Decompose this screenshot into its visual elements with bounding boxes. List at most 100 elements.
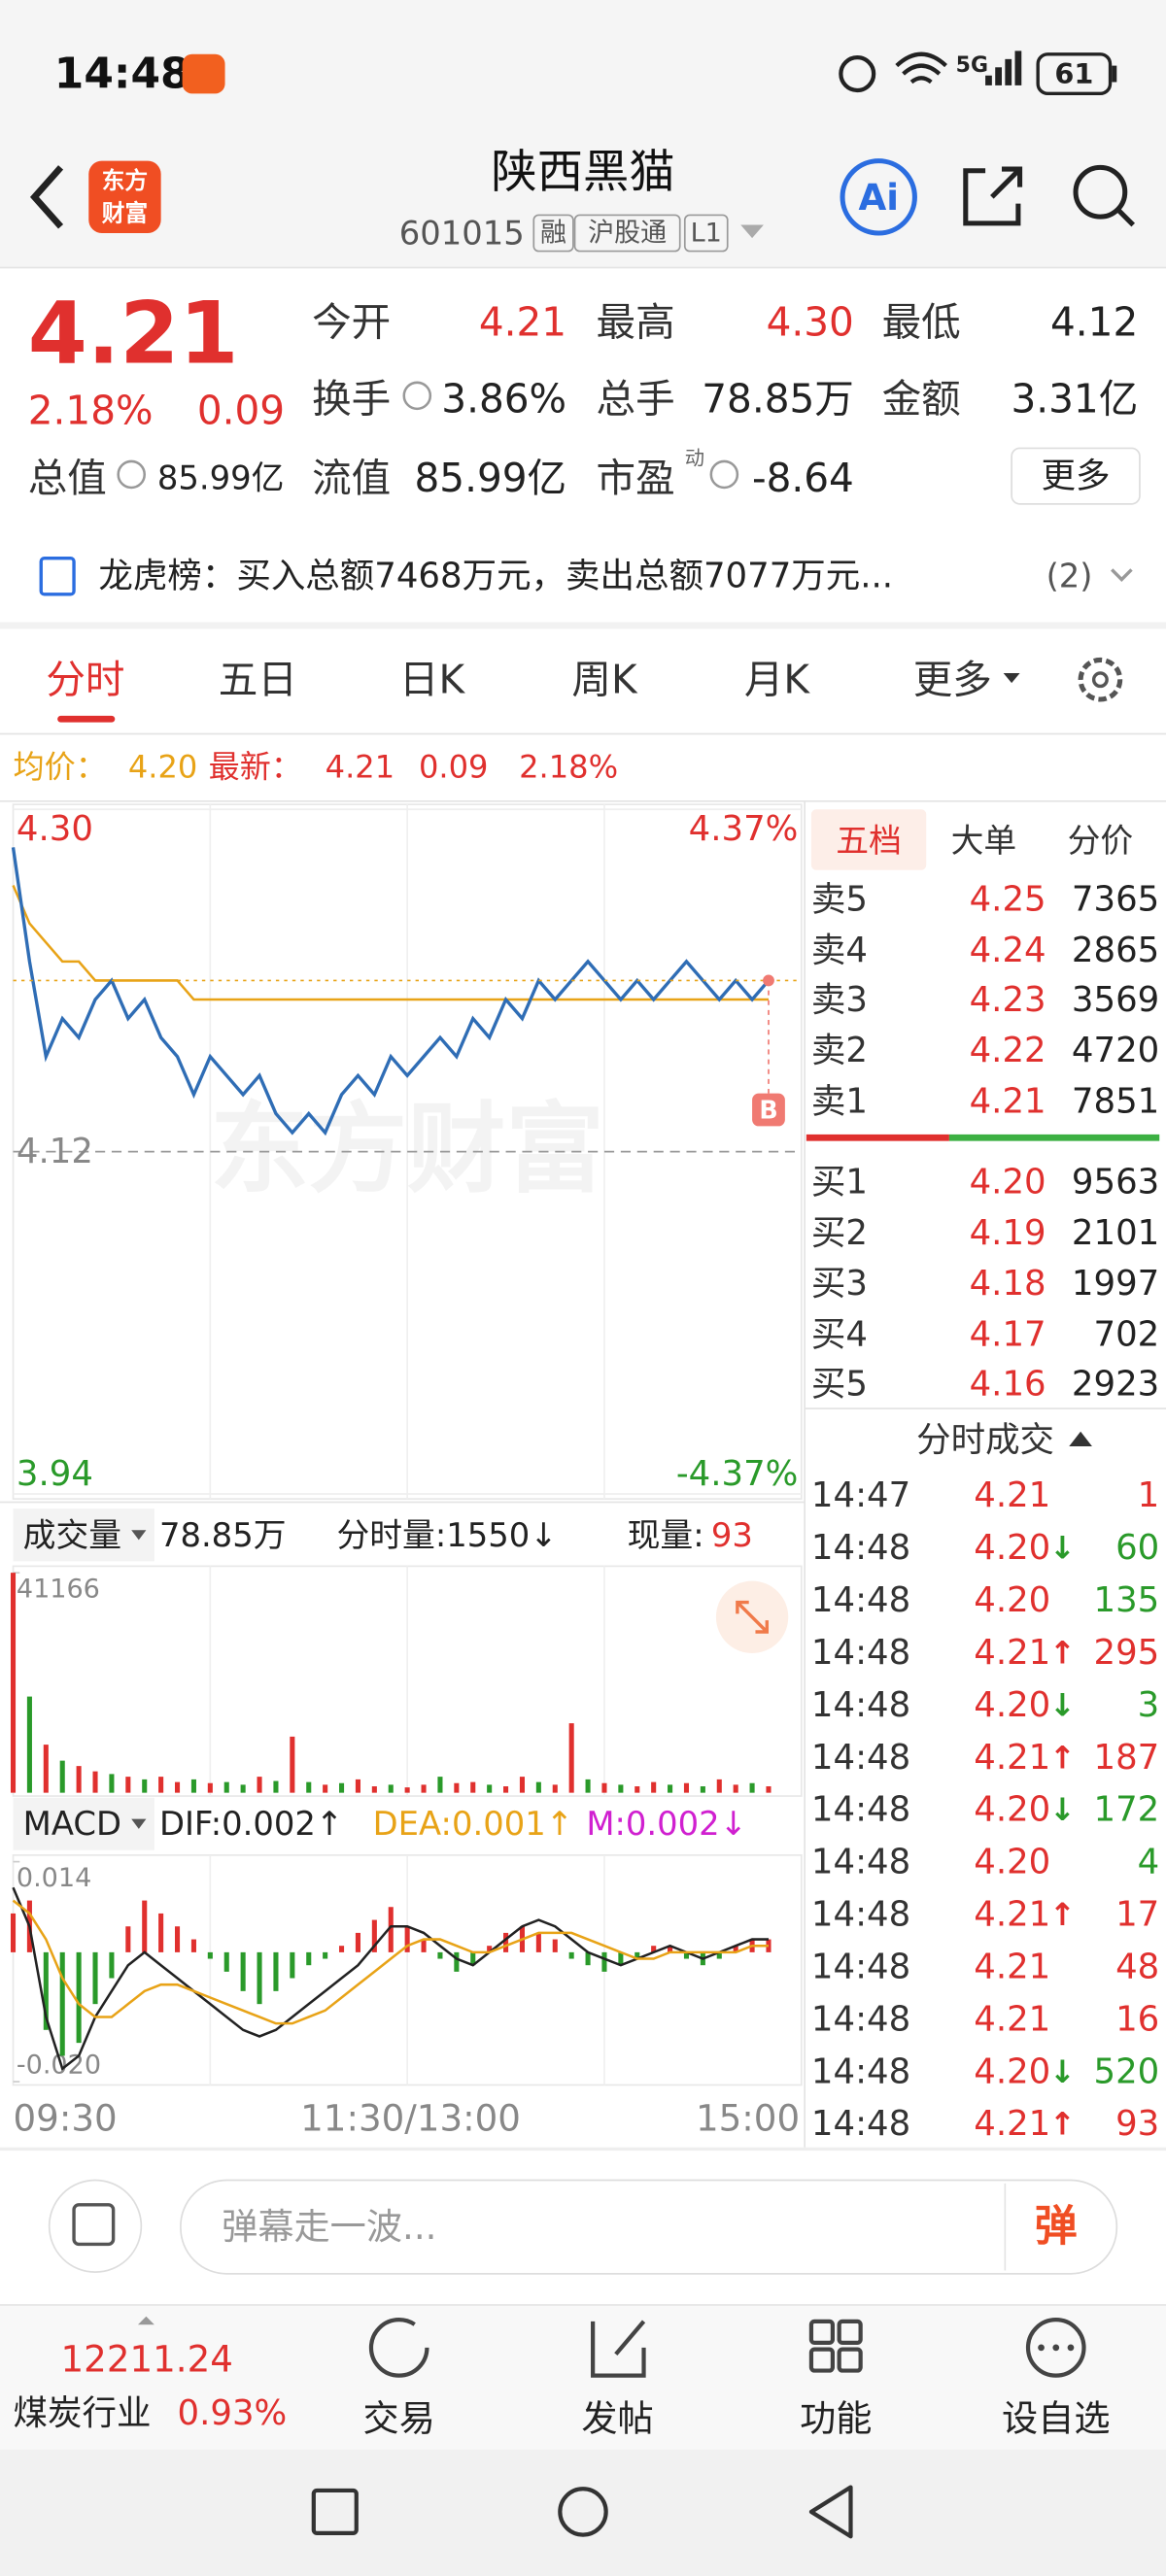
trade-price: 4.21 [974, 1475, 1050, 1515]
macd-bar [421, 1939, 427, 1952]
volume-selector[interactable] [13, 1508, 154, 1562]
search-button[interactable] [1073, 164, 1128, 220]
order-price: 4.22 [970, 1031, 1046, 1070]
avg-value: 4.20 [128, 748, 198, 785]
index-arrow [137, 2316, 154, 2325]
trade-price: 4.21 [974, 1633, 1050, 1673]
macd-bar [273, 1951, 279, 1991]
volume-bar [26, 1696, 32, 1793]
change-percent: 2.18% [28, 388, 154, 434]
macd-bar [733, 1946, 738, 1952]
nav-item[interactable]: 发帖 [581, 2397, 653, 2440]
volume-bar [257, 1777, 262, 1793]
ai-button[interactable] [840, 158, 917, 236]
dif-label: DIF:0.002↑ [159, 1805, 343, 1843]
macd-label: MACD [23, 1805, 121, 1843]
marker-dot [763, 974, 774, 987]
comment-input[interactable] [180, 2179, 1118, 2275]
active-tab-bg [810, 809, 927, 870]
trade-direction: ↓ [1049, 1686, 1076, 1723]
period-tab[interactable]: 五日 [219, 657, 297, 703]
macd-bar [190, 1939, 196, 1952]
order-price: 4.16 [970, 1364, 1046, 1404]
volume-bar [683, 1782, 690, 1793]
field-label: 流值 [312, 455, 391, 501]
volume-bar [76, 1766, 82, 1793]
nav-item[interactable]: 设自选 [1002, 2397, 1111, 2440]
macd-bar [355, 1932, 360, 1952]
volume-bar [716, 1779, 722, 1793]
trade-volume: 93 [1115, 2104, 1159, 2144]
volume-bar [404, 1787, 410, 1793]
period-tab[interactable]: 分时 [46, 657, 124, 703]
stock-tag: 融 [540, 219, 566, 249]
volume-bar [109, 1774, 115, 1793]
avg-price-line [12, 885, 769, 1001]
macd-bar [43, 1951, 49, 2030]
period-tab[interactable]: 日K [399, 657, 466, 703]
nav-item[interactable]: 功能 [800, 2397, 872, 2440]
settings-button[interactable] [1078, 657, 1123, 702]
comment-toggle[interactable] [48, 2179, 143, 2274]
volume-bar [618, 1784, 624, 1793]
field-label: 最低 [882, 298, 961, 345]
index-value[interactable]: 12211.24 [61, 2338, 233, 2381]
latest-pct: 2.18% [519, 748, 618, 785]
macd-bar [207, 1951, 213, 1959]
tag-box [573, 214, 681, 253]
orderbook-tab[interactable]: 大单 [951, 822, 1017, 860]
signal-bar [1014, 51, 1022, 85]
back-button[interactable] [29, 165, 64, 229]
macd-bar [306, 1951, 312, 1966]
trade-time: 14:48 [811, 1528, 910, 1568]
back-nav-button[interactable] [808, 2485, 853, 2539]
macd-selector[interactable] [13, 1797, 154, 1850]
trade-direction: ↑ [1049, 1896, 1076, 1933]
macd-bar [470, 1951, 476, 1966]
marker-label: B [759, 1096, 777, 1125]
volume-bar [585, 1779, 591, 1793]
orderbook-tab[interactable]: 五档 [836, 822, 902, 860]
latest-change: 0.09 [419, 748, 489, 785]
more-button[interactable] [1011, 447, 1141, 505]
orderbook-tab[interactable]: 分价 [1068, 822, 1134, 860]
volume-bar [43, 1745, 49, 1793]
notice-text[interactable]: 龙虎榜：买入总额7468万元，卖出总额7077万元... [98, 557, 893, 596]
m-label: M:0.002↓ [586, 1805, 747, 1843]
volume-bar [421, 1784, 427, 1793]
macd-bar [175, 1926, 181, 1952]
notice-chevron [1111, 568, 1133, 583]
trade-price: 4.21 [974, 1738, 1050, 1778]
send-button[interactable]: 弹 [1035, 2201, 1078, 2251]
volume-bar [158, 1777, 164, 1793]
nav-item[interactable]: 交易 [363, 2397, 435, 2440]
period-tab[interactable]: 周K [571, 657, 638, 703]
dropdown-arrow[interactable] [740, 224, 764, 239]
order-price: 4.18 [970, 1264, 1046, 1304]
y-tick-label: 4.30 [17, 809, 93, 849]
notice-icon [39, 556, 76, 596]
battery-level: 61 [1054, 57, 1093, 90]
period-tab[interactable]: 更多 [913, 657, 992, 703]
volume-bar [733, 1784, 738, 1793]
field-value: 3.31亿 [1011, 376, 1138, 423]
trade-price: 4.20 [974, 2051, 1050, 2091]
field-label: 最高 [597, 298, 675, 345]
tag-box [683, 214, 729, 253]
nav-icon [837, 2347, 863, 2373]
period-tab[interactable]: 月K [744, 657, 811, 703]
trade-price: 4.20 [974, 1843, 1050, 1882]
dif-line [12, 1886, 769, 2071]
stock-code: 601015 [399, 215, 525, 253]
trades-title[interactable]: 分时成交 [916, 1420, 1054, 1460]
macd-bar [257, 1951, 262, 2005]
trade-time: 14:48 [811, 1790, 910, 1830]
share-button[interactable] [963, 166, 1023, 226]
order-volume: 3569 [1072, 980, 1159, 1020]
home-button[interactable] [558, 2487, 608, 2537]
recents-button[interactable] [311, 2488, 359, 2536]
order-price: 4.25 [970, 880, 1046, 920]
y-tick-label: 4.12 [17, 1132, 93, 1171]
